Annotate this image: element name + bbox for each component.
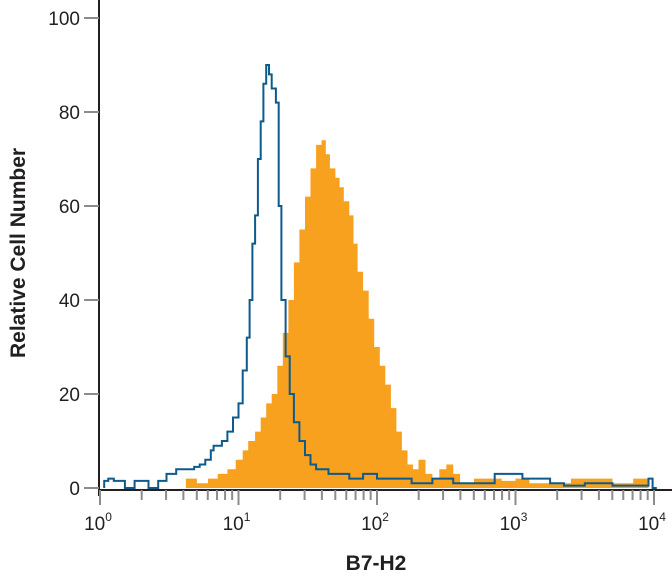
x-tick-label: 104: [638, 510, 666, 535]
x-tick-label: 103: [500, 510, 528, 535]
y-ticks: 0 20 40 60 80 100: [48, 9, 99, 500]
y-axis-title: Relative Cell Number: [7, 148, 30, 358]
y-tick-label: 0: [69, 479, 80, 500]
axes: 0 20 40 60 80 100 100 101 102 103 104: [48, 0, 672, 535]
stained-histogram: [185, 140, 653, 488]
x-tick-label: 101: [223, 510, 251, 535]
isotype-histogram: [103, 64, 657, 489]
y-tick-label: 80: [59, 103, 80, 124]
y-tick-label: 20: [59, 385, 80, 406]
plot-area: [103, 64, 657, 489]
x-tick-label: 100: [84, 510, 112, 535]
x-tick-label: 102: [361, 510, 389, 535]
x-axis-title: B7-H2: [346, 552, 407, 575]
y-tick-label: 100: [48, 9, 80, 30]
x-ticks: 100 101 102 103 104: [84, 490, 666, 535]
y-tick-label: 60: [59, 197, 80, 218]
y-tick-label: 40: [59, 291, 80, 312]
